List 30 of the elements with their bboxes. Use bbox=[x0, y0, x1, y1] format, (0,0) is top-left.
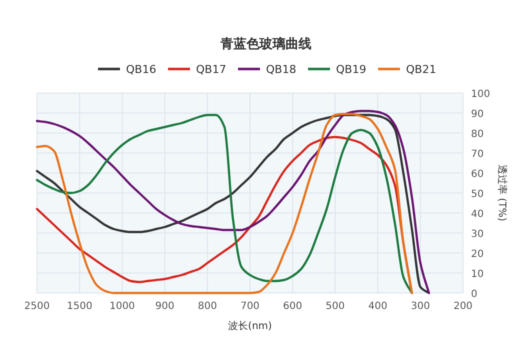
x-tick-label: 2500 bbox=[24, 301, 50, 312]
y-tick-label: 20 bbox=[471, 249, 484, 260]
x-tick-label: 300 bbox=[410, 301, 430, 312]
chart-title: 青蓝色玻璃曲线 bbox=[220, 36, 312, 52]
y-tick-label: 60 bbox=[471, 169, 484, 180]
x-tick-label: 900 bbox=[155, 301, 174, 312]
y-tick-label: 0 bbox=[471, 289, 478, 300]
x-tick-label: 700 bbox=[240, 301, 260, 312]
y-tick-label: 80 bbox=[471, 129, 484, 140]
x-tick-label: 800 bbox=[198, 301, 217, 312]
legend-label: QB16 bbox=[126, 63, 156, 76]
x-tick-label: 500 bbox=[326, 301, 345, 312]
legend-label: QB17 bbox=[196, 63, 226, 76]
legend-label: QB18 bbox=[266, 63, 296, 76]
legend-label: QB19 bbox=[336, 63, 366, 76]
x-tick-label: 1500 bbox=[66, 301, 92, 312]
y-tick-label: 40 bbox=[471, 209, 484, 220]
y-axis-title: 透过率 (T%) bbox=[496, 164, 508, 222]
y-tick-label: 70 bbox=[471, 149, 484, 160]
x-tick-label: 200 bbox=[453, 301, 473, 312]
y-tick-label: 50 bbox=[471, 189, 484, 200]
x-axis-title: 波长(nm) bbox=[228, 320, 272, 332]
y-tick-label: 90 bbox=[471, 109, 484, 120]
x-tick-label: 1000 bbox=[109, 301, 135, 312]
x-tick-label: 400 bbox=[368, 301, 388, 312]
y-tick-label: 100 bbox=[471, 89, 490, 100]
legend-label: QB21 bbox=[406, 63, 436, 76]
y-tick-label: 30 bbox=[471, 229, 484, 240]
x-tick-label: 600 bbox=[283, 301, 302, 312]
y-tick-label: 10 bbox=[471, 269, 484, 280]
